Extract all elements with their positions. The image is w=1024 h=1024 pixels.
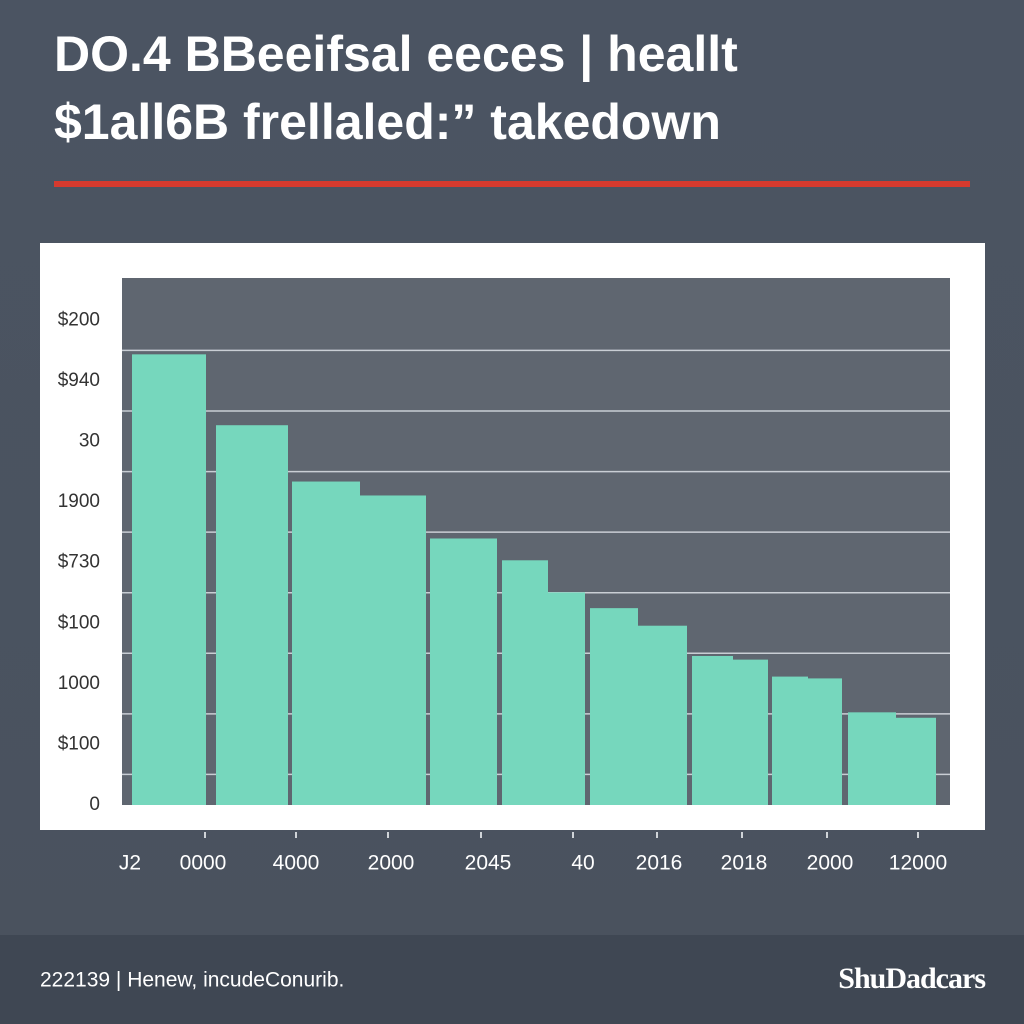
x-tick-label: 2045 bbox=[465, 852, 512, 875]
y-tick-label: 30 bbox=[79, 431, 100, 452]
bar bbox=[733, 659, 768, 805]
brand: ShuDadcars bbox=[838, 962, 985, 995]
x-tick-label: 2000 bbox=[807, 852, 854, 875]
y-tick-label: 1000 bbox=[58, 673, 100, 694]
x-tick-label: 2000 bbox=[368, 852, 415, 875]
bar bbox=[772, 676, 808, 805]
x-tick-label: J2 bbox=[119, 852, 141, 875]
x-tick-label: 12000 bbox=[889, 852, 947, 875]
y-tick-label: $100 bbox=[58, 733, 100, 754]
x-ticks bbox=[204, 832, 919, 838]
y-tick-label: $200 bbox=[58, 309, 100, 330]
x-tick-label: 0000 bbox=[180, 852, 227, 875]
bar bbox=[292, 481, 360, 805]
chart-title: DO.4 BBeeifsal eeces | heallt bbox=[54, 26, 738, 83]
bar bbox=[216, 425, 288, 805]
title-rule bbox=[54, 181, 970, 187]
footer-note: 222139 | Henew, incudeConurib. bbox=[40, 969, 344, 992]
bar bbox=[808, 678, 842, 805]
y-tick-label: $730 bbox=[58, 552, 100, 573]
bar bbox=[360, 495, 426, 805]
bar bbox=[430, 538, 497, 805]
chart-subtitle: $1all6B frellaled:” takedown bbox=[54, 94, 721, 150]
bar bbox=[896, 717, 936, 805]
y-tick-label: $100 bbox=[58, 612, 100, 633]
bar bbox=[132, 354, 206, 805]
x-tick-label: 40 bbox=[571, 852, 594, 875]
footer-band bbox=[0, 935, 1024, 1024]
x-tick-label: 2018 bbox=[721, 852, 768, 875]
bar bbox=[848, 712, 896, 805]
y-tick-label: $940 bbox=[58, 370, 100, 391]
bar bbox=[590, 608, 638, 805]
bar bbox=[548, 592, 585, 805]
y-tick-label: 1900 bbox=[58, 491, 100, 512]
y-tick-label: 0 bbox=[89, 794, 100, 815]
x-tick-label: 4000 bbox=[273, 852, 320, 875]
bar bbox=[638, 625, 687, 805]
bar bbox=[502, 560, 548, 805]
x-tick-label: 2016 bbox=[636, 852, 683, 875]
bar bbox=[692, 655, 733, 805]
